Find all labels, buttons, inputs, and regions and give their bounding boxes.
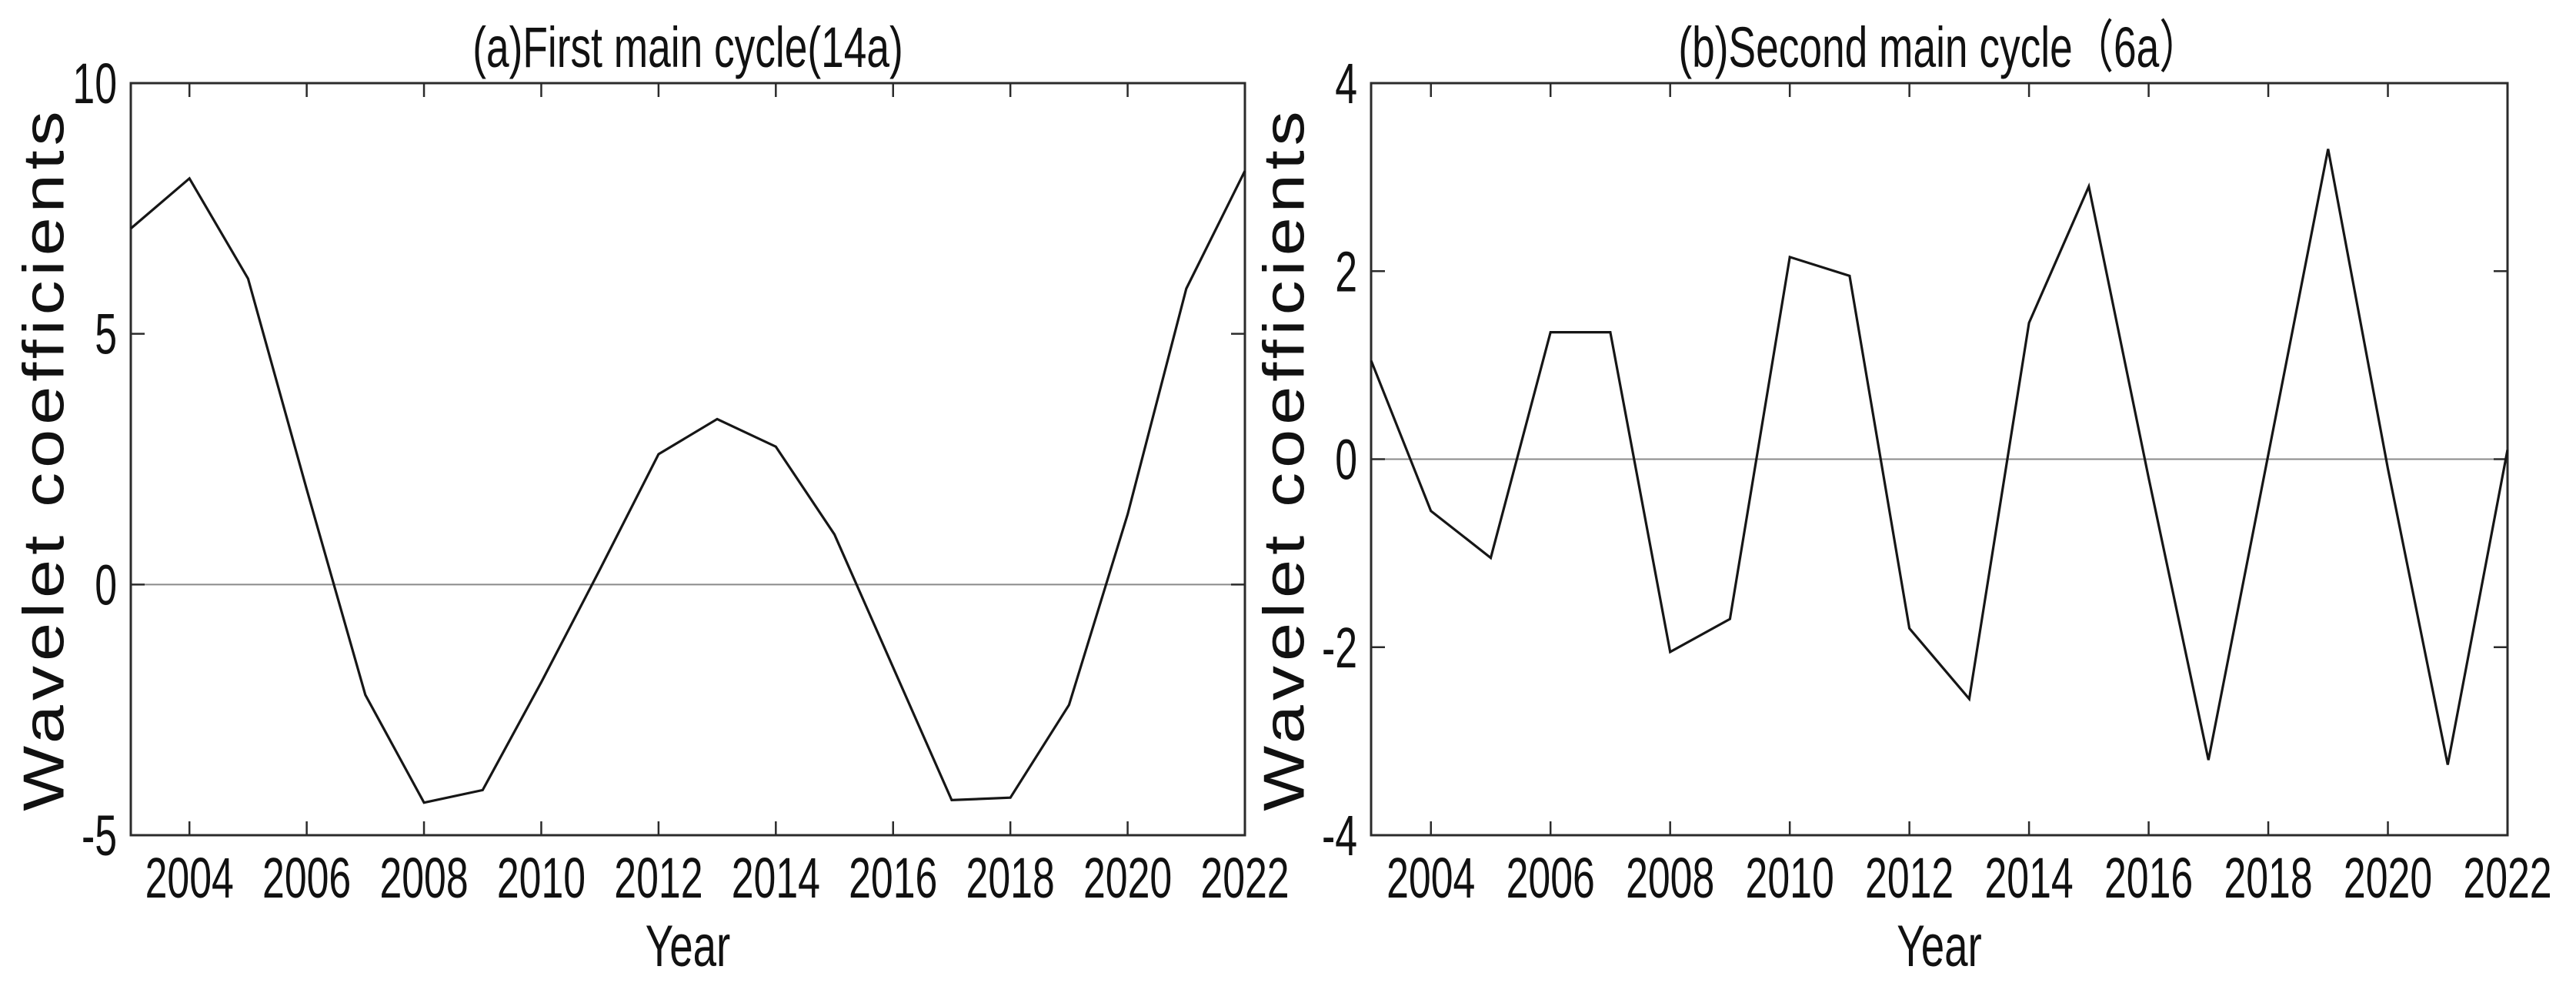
x-tick-label: 2006 (1507, 846, 1595, 910)
x-tick-label: 2004 (1386, 846, 1475, 910)
y-tick-label: 2 (1335, 239, 1357, 303)
panel-a-title: (a)First main cycle(14a) (472, 15, 903, 79)
x-tick-label: 2020 (1083, 846, 1172, 910)
panel-b-y-axis-label: Wavelet coefficients (1251, 106, 1316, 811)
x-tick-label: 2014 (732, 846, 820, 910)
panel-b-title: (b)Second main cycle（6a） (1678, 15, 2201, 79)
x-tick-label: 2020 (2344, 846, 2432, 910)
series-line-a (129, 170, 1246, 804)
panel-a-x-axis-label: Year (645, 914, 731, 979)
series-line-b (1370, 149, 2509, 765)
x-tick-label: 2008 (1626, 846, 1714, 910)
y-tick-label: -5 (82, 804, 117, 868)
panel-a-y-axis-label: Wavelet coefficients (11, 106, 76, 811)
y-tick-label: 0 (95, 553, 117, 617)
x-tick-label: 2018 (2224, 846, 2312, 910)
x-tick-label: 2010 (1746, 846, 1834, 910)
y-tick-label: -2 (1322, 616, 1357, 680)
axes-frame (129, 82, 1246, 837)
x-tick-label: 2004 (145, 846, 234, 910)
x-tick-label: 2022 (2463, 846, 2551, 910)
x-tick-label: 2008 (379, 846, 468, 910)
x-tick-label: 2012 (614, 846, 702, 910)
x-tick-label: 2014 (1984, 846, 2073, 910)
y-tick-label: -4 (1322, 804, 1357, 868)
y-tick-label: 4 (1335, 52, 1357, 115)
x-tick-label: 2022 (1200, 846, 1289, 910)
x-tick-label: 2012 (1865, 846, 1954, 910)
x-tick-label: 2016 (849, 846, 937, 910)
x-tick-label: 2006 (262, 846, 351, 910)
x-tick-label: 2016 (2104, 846, 2193, 910)
panel-b-x-axis-label: Year (1897, 914, 1982, 979)
x-tick-label: 2010 (497, 846, 586, 910)
x-tick-label: 2018 (966, 846, 1055, 910)
y-tick-label: 5 (95, 302, 117, 366)
y-tick-label: 0 (1335, 427, 1357, 491)
y-tick-label: 10 (72, 52, 117, 115)
